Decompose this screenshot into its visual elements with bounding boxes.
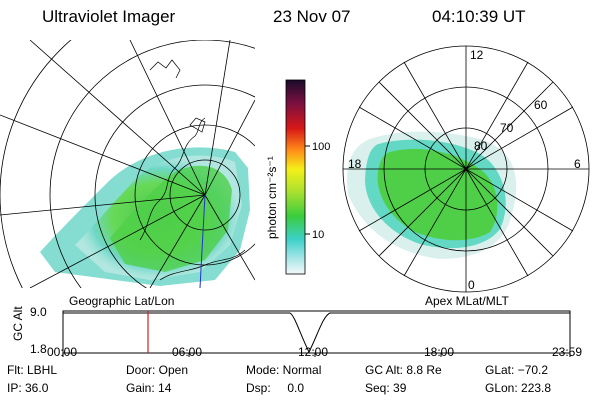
glat-label: GLat: −70.2 [485,363,549,377]
dsp-label: Dsp: 0.0 [246,381,305,395]
mlt-label-18: 18 [348,157,362,171]
gc-alt-label: GC Alt: 8.8 Re [365,363,442,377]
aurora-emission-geographic [40,147,250,286]
altitude-curve [63,312,570,354]
time-label: 04:10:39 UT [432,7,526,26]
left-panel-label: Geographic Lat/Lon [69,294,175,308]
time-tick-0: 00:00 [47,345,78,359]
mlat-label-70: 70 [500,121,514,135]
colorbar-tick-100: 100 [312,141,330,153]
seq-label: Seq: 39 [365,381,407,395]
colorbar-tick-10: 10 [312,229,324,241]
mlt-label-12: 12 [470,48,484,62]
altitude-axis-label: GC Alt [11,306,25,341]
ip-label: IP: 36.0 [7,381,49,395]
door-label: Door: Open [126,363,189,377]
gain-label: Gain: 14 [126,381,172,395]
time-tick-1: 06:00 [172,345,203,359]
right-panel-label: Apex MLat/MLT [425,294,509,308]
mlt-label-6: 6 [574,157,581,171]
altitude-tick-bottom: 1.8 [30,342,47,356]
date-label: 23 Nov 07 [273,7,351,26]
aurora-emission-apex [346,131,517,259]
mode-label: Mode: Normal [246,363,322,377]
time-tick-3: 18:00 [424,345,455,359]
apex-polar-map: 80 70 60 12 0 18 6 [342,45,590,293]
coastlines [139,59,246,281]
filter-label: Flt: LBHL [7,363,58,377]
colorbar: 100 10 photon cm⁻²s⁻¹ [262,74,342,289]
meridian-line [199,194,206,288]
time-tick-4: 23:59 [552,345,583,359]
longitude-lines [0,40,255,288]
glon-label: GLon: 223.8 [485,381,552,395]
colorbar-scale: 100 10 photon cm⁻²s⁻¹ [265,79,330,275]
time-tick-2: 12:00 [298,345,329,359]
mlt-label-0: 0 [468,278,475,292]
mlt-lines [343,46,589,292]
colorbar-unit-label: photon cm⁻²s⁻¹ [265,156,279,239]
geographic-map [0,40,255,288]
mlat-label-60: 60 [534,98,548,112]
altitude-tick-top: 9.0 [30,306,47,319]
mlat-label-80: 80 [474,139,488,153]
instrument-title: Ultraviolet Imager [42,7,176,26]
altitude-plot-area: GC Alt 9.0 1.8 [11,306,571,357]
